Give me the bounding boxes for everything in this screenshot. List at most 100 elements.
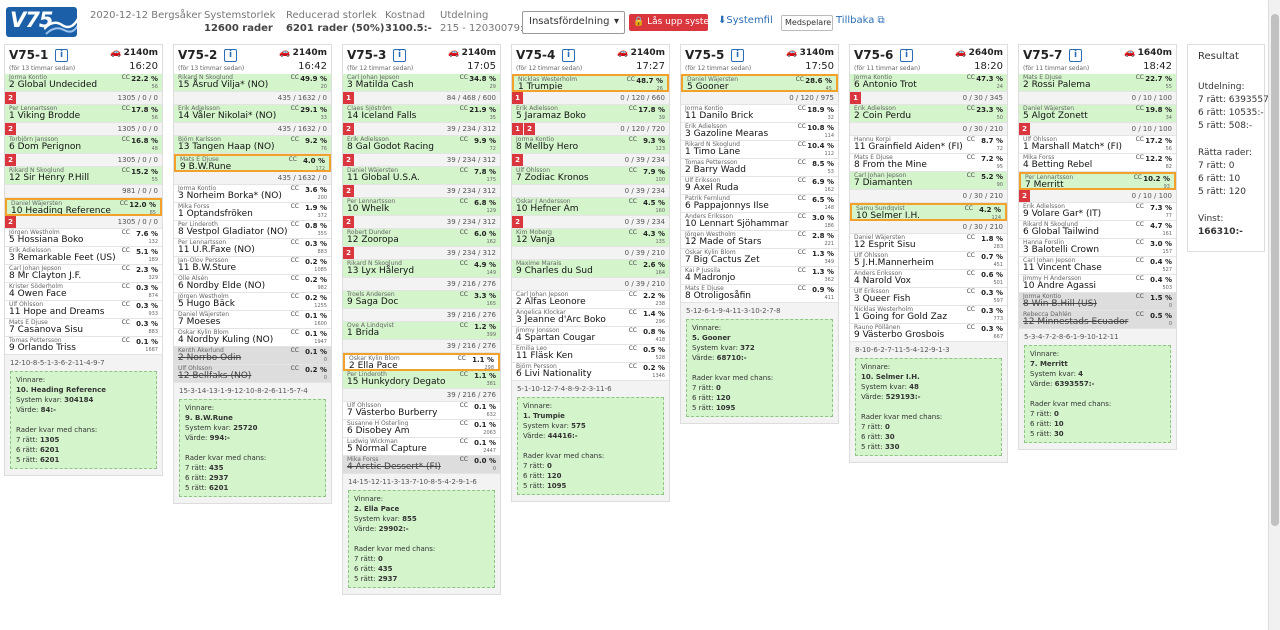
horse-row[interactable]: Kim Moberg 12 Vanja CC 4.3 % 135 <box>512 229 669 247</box>
info-icon[interactable]: i <box>1069 49 1082 62</box>
horse-row[interactable]: Oskar Kylin Blom 4 Nordby Kuling (NO) CC 0.… <box>174 329 331 347</box>
horse-row[interactable]: Daniel Wäjersten 12 Esprit Sisu CC 1.8 % 283 <box>850 234 1007 252</box>
horse-row[interactable]: Ulf Ohlsson 11 Hope and Dreams CC 0.3 % 933 <box>5 301 162 319</box>
horse-row[interactable]: Ludwig Wickman 5 Normal Capture CC 0.1 % 244… <box>343 438 500 456</box>
horse-row[interactable]: Mats E Djuse 8 Otroligosåfin CC 0.9 % 411 <box>681 285 838 303</box>
horse-row[interactable]: Samu Sundqvist 10 Selmer I.H. CC 4.2 % 124 <box>850 203 1007 221</box>
horse-row[interactable]: Per Linderoth 8 Vestpol Gladiator (NO) CC 0… <box>174 221 331 239</box>
horse-row[interactable]: Jimmy Jonsson 4 Spartan Cougar CC 0.8 % 418 <box>512 327 669 345</box>
unlock-system-button[interactable]: 🔒 Lås upp systemet <box>629 14 727 31</box>
horse-row[interactable]: Daniel Wäjersten 5 Gooner CC 28.6 % 45 <box>681 74 838 92</box>
horse-row[interactable]: Olle Alsén 6 Nordby Elde (NO) CC 0.2 % 982 <box>174 275 331 293</box>
horse-row[interactable]: Ove A Lindqvist 1 Brida CC 1.2 % 399 <box>343 322 500 340</box>
horse-row[interactable]: Björn Persson 6 Livi Nationality CC 0.2 % 13… <box>512 363 669 381</box>
horse-row[interactable]: Tomas Pettersson 2 Barry Wadd CC 8.5 % 53 <box>681 159 838 177</box>
info-icon[interactable]: i <box>55 49 68 62</box>
horse-row[interactable]: Jörgen Westholm 12 Made of Stars CC 2.8 % 22… <box>681 231 838 249</box>
horse-row[interactable]: Daniel Wäjersten 10 Heading Reference CC 12… <box>5 198 162 216</box>
horse-row[interactable]: Rikard N Skoglund 15 Åsrud Vilja* (NO) CC 4… <box>174 74 331 92</box>
horse-row[interactable]: Jorma Kontio 8 Mellby Hero CC 9.3 % 123 <box>512 136 669 154</box>
horse-row[interactable]: Oskar Kylin Blom 2 Ella Pace CC 1.1 % 298 <box>343 353 500 371</box>
horse-row[interactable]: Daniel Wäjersten 7 Moeses CC 0.1 % 1600 <box>174 311 331 329</box>
horse-row[interactable]: Anders Eriksson 4 Narold Vox CC 0.6 % 501 <box>850 270 1007 288</box>
horse-row[interactable]: Ulf Ohlsson 7 Västerbo Burberry CC 0.1 % 632 <box>343 402 500 420</box>
horse-row[interactable]: Erik Adielsson 2 Coin Perdu CC 23.3 % 50 <box>850 105 1007 123</box>
horse-row[interactable]: Erik Adielsson 9 Volare Gar* (IT) CC 7.3 % 7… <box>1019 203 1176 221</box>
horse-row[interactable]: Mats E Djuse 7 Casanova Sisu CC 0.3 % 883 <box>5 319 162 337</box>
horse-row[interactable]: Mika Forss 1 Optandsfröken CC 1.9 % 372 <box>174 203 331 221</box>
horse-row[interactable]: Jörgen Westholm 5 Hossiana Boko CC 7.6 % 132 <box>5 229 162 247</box>
horse-row[interactable]: Mika Forss 4 Betting Rebel CC 12.2 % 82 <box>1019 154 1176 172</box>
horse-row[interactable]: Troels Andersen 9 Saga Doc CC 3.3 % 165 <box>343 291 500 309</box>
horse-row[interactable]: Jörgen Westholm 5 Hugo Bäck CC 0.2 % 1255 <box>174 293 331 311</box>
info-icon[interactable]: i <box>562 49 575 62</box>
horse-row[interactable]: Ulf Ohlsson 12 Bellfaks (NO) CC 0.2 % 0 <box>174 365 331 383</box>
horse-row[interactable]: Erik Adielsson 3 Gazoline Mearas CC 10.8 % 1… <box>681 123 838 141</box>
horse-row[interactable]: Daniel Wäjersten 11 Global U.S.A. CC 7.8 % 1… <box>343 167 500 185</box>
horse-row[interactable]: Mats E Djuse 2 Rossi Palema CC 22.7 % 55 <box>1019 74 1176 92</box>
horse-row[interactable]: Jan-Olov Persson 11 B.W.Sture CC 0.2 % 1085 <box>174 257 331 275</box>
horse-row[interactable]: Carl Johan Jepson 3 Matilda Cash CC 34.8 % 2… <box>343 74 500 92</box>
co-player-button[interactable]: Medspelare <box>781 15 833 31</box>
horse-row[interactable]: Carl Johan Jepson 11 Vincent Chase CC 0.4 %… <box>1019 257 1176 275</box>
horse-row[interactable]: Emilia Leo 11 Fläsk Ken CC 0.5 % 528 <box>512 345 669 363</box>
horse-row[interactable]: Carl Johan Jepson 8 Mr Clayton J.F. CC 2.3 … <box>5 265 162 283</box>
info-icon[interactable]: i <box>900 49 913 62</box>
horse-row[interactable]: Mats E Djuse 9 B.W.Rune CC 4.0 % 172 <box>174 154 331 172</box>
horse-row[interactable]: Rikard N Skoglund 13 Lyx Håleryd CC 4.9 % 14… <box>343 260 500 278</box>
horse-row[interactable]: Jimmy H Andersson 10 Andre Agassi CC 0.4 % 5… <box>1019 275 1176 293</box>
horse-row[interactable]: Erik Adielsson 3 Remarkable Feet (US) CC 5.… <box>5 247 162 265</box>
scrollbar-thumb[interactable] <box>1271 14 1279 526</box>
horse-row[interactable]: Carl Johan Jepson 7 Diamanten CC 5.2 % 90 <box>850 172 1007 190</box>
horse-row[interactable]: Daniel Wäjersten 5 Algot Zonett CC 19.8 % 34 <box>1019 105 1176 123</box>
horse-row[interactable]: Per Lennartsson 1 Viking Brodde CC 17.8 % 56 <box>5 105 162 123</box>
horse-row[interactable]: Erik Adielsson 5 Jaramaz Boko CC 17.8 % 39 <box>512 105 669 123</box>
horse-row[interactable]: Per Lennartsson 10 Whelk CC 6.8 % 129 <box>343 198 500 216</box>
horse-row[interactable]: Patrik Fernlund 6 Pappajonnys Ilse CC 6.5 %… <box>681 195 838 213</box>
horse-row[interactable]: Rauno Pöllänen 9 Västerbo Grosbois CC 0.3 %… <box>850 324 1007 342</box>
system-file-button[interactable]: ⬇Systemfil <box>718 15 773 26</box>
horse-row[interactable]: Erik Adielsson 14 Våler Nikolai* (NO) CC 29… <box>174 105 331 123</box>
horse-row[interactable]: Rikard N Skoglund 6 Global Tailwind CC 4.7 … <box>1019 221 1176 239</box>
horse-row[interactable]: Ulf Eriksson 3 Queer Fish CC 0.3 % 597 <box>850 288 1007 306</box>
horse-row[interactable]: Hanna Forslin 3 Balotelli Crown CC 3.0 % 157 <box>1019 239 1176 257</box>
horse-row[interactable]: Per Lennartsson 11 U.R.Faxe (NO) CC 0.3 % 88… <box>174 239 331 257</box>
horse-row[interactable]: Ulf Ohlsson 5 J.H.Mannerheim CC 0.7 % 451 <box>850 252 1007 270</box>
horse-row[interactable]: Erik Adielsson 8 Gal Godot Racing CC 9.9 % 7… <box>343 136 500 154</box>
horse-row[interactable]: Torbjörn Jansson 6 Dom Perignon CC 16.8 % 48 <box>5 136 162 154</box>
distribution-select[interactable]: Insatsfördelning <box>522 11 625 34</box>
horse-row[interactable]: Per Linderoth 15 Hunkydory Degato CC 1.1 % 3… <box>343 371 500 389</box>
horse-row[interactable]: Oskar Kylin Blom 7 Big Cactus Zet CC 1.3 % 3… <box>681 249 838 267</box>
horse-row[interactable]: Ulf Ohlsson 1 Marshall Match* (FI) CC 17.2 … <box>1019 136 1176 154</box>
horse-row[interactable]: Hannu Korpi 11 Grainfield Aiden* (FI) CC 8.… <box>850 136 1007 154</box>
horse-row[interactable]: Mika Forss 4 Arctic Dessert* (FI) CC 0.0 % 0 <box>343 456 500 474</box>
info-icon[interactable]: i <box>731 49 744 62</box>
horse-row[interactable]: Jorma Kontio 6 Antonio Trot CC 47.3 % 24 <box>850 74 1007 92</box>
horse-row[interactable]: Robert Dunder 12 Zooropa CC 6.0 % 162 <box>343 229 500 247</box>
horse-row[interactable]: Rikard N Skoglund 12 Sir Henry P.Hill CC 15… <box>5 167 162 185</box>
horse-row[interactable]: Ulf Eriksson 9 Axel Ruda CC 6.9 % 162 <box>681 177 838 195</box>
horse-row[interactable]: Jorma Kontio 2 Global Undecided CC 22.2 % 56 <box>5 74 162 92</box>
horse-row[interactable]: Maxime Marais 9 Charles du Sud CC 2.6 % 164 <box>512 260 669 278</box>
horse-row[interactable]: Krister Söderholm 4 Owen Face CC 0.3 % 874 <box>5 283 162 301</box>
horse-row[interactable]: Per Lennartsson 7 Merritt CC 10.2 % 93 <box>1019 172 1176 190</box>
horse-row[interactable]: Claes Sjöström 14 Iceland Falls CC 21.9 % 35 <box>343 105 500 123</box>
info-icon[interactable]: i <box>393 49 406 62</box>
horse-row[interactable]: Jorma Kontio 11 Danilo Brick CC 18.9 % 32 <box>681 105 838 123</box>
horse-row[interactable]: Rikard N Skoglund 1 Timo Lane CC 10.4 % 112 <box>681 141 838 159</box>
horse-row[interactable]: Jorma Kontio 3 Norheim Borka* (NO) CC 3.6 %… <box>174 185 331 203</box>
v75-logo[interactable]: V75 <box>6 7 77 37</box>
horse-row[interactable]: Nicklas Westerholm 1 Trumpie CC 48.7 % 26 <box>512 74 669 92</box>
horse-row[interactable]: Oskar J Andersson 10 Hefner Am CC 4.5 % 160 <box>512 198 669 216</box>
horse-row[interactable]: Susanne H Osterling 6 Disobey Am CC 0.1 % 20… <box>343 420 500 438</box>
horse-row[interactable]: Mats E Djuse 8 From the Mine CC 7.2 % 95 <box>850 154 1007 172</box>
horse-row[interactable]: Kenth Åkerlund 2 Norrbo Odin CC 0.1 % 0 <box>174 347 331 365</box>
horse-row[interactable]: Björn Karlsson 13 Tangen Haap (NO) CC 9.2 %… <box>174 136 331 154</box>
horse-row[interactable]: Angelica Klockar 3 Jeanne d'Arc Boko CC 1.4… <box>512 309 669 327</box>
back-link[interactable]: Tillbaka ⧉ <box>836 15 885 26</box>
horse-row[interactable]: Kai P Jussila 4 Madronjo CC 1.3 % 362 <box>681 267 838 285</box>
horse-row[interactable]: Carl Johan Jepson 2 Alfas Leonore CC 2.2 % 2… <box>512 291 669 309</box>
info-icon[interactable]: i <box>224 49 237 62</box>
horse-row[interactable]: Tomas Pettersson 9 Orlando Triss CC 0.1 % 16… <box>5 337 162 355</box>
horse-row[interactable]: Anders Eriksson 10 Lennart Sjöhammar CC 3.0… <box>681 213 838 231</box>
